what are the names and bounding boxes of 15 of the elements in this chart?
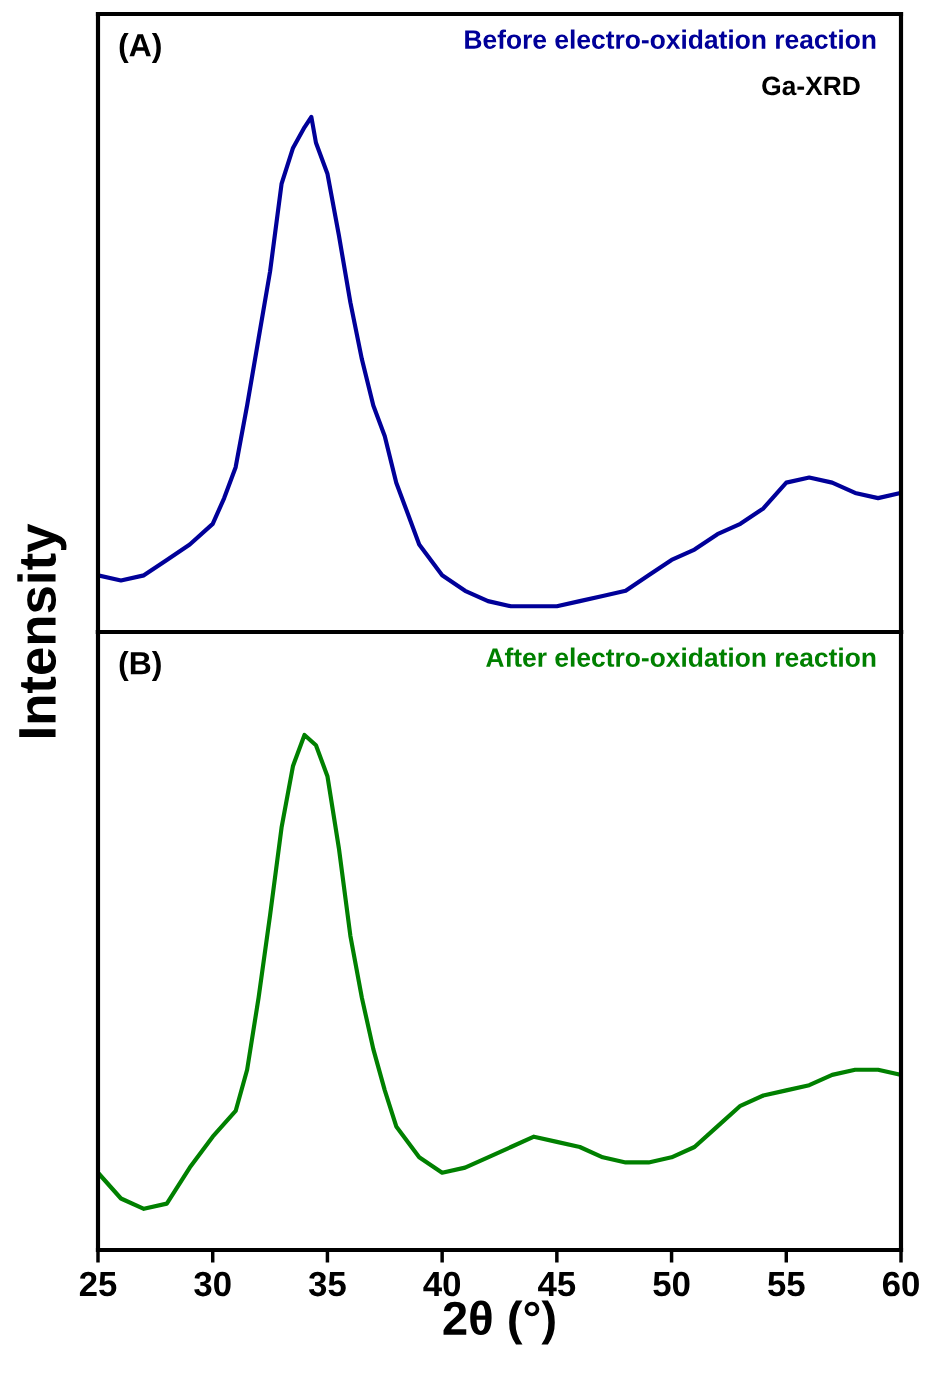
x-tick-label: 35	[308, 1271, 346, 1297]
x-axis-title: 2θ (°)	[443, 1300, 555, 1345]
text: After electro-oxidation reaction	[486, 647, 876, 667]
x-tick-label: 25	[79, 1271, 117, 1297]
x-tick-label: 40	[423, 1271, 461, 1297]
x-tick-label: 50	[653, 1271, 690, 1297]
x-tick-label: 55	[768, 1272, 805, 1297]
x-tick-label: 60	[882, 1271, 919, 1297]
x-tick-label: 30	[194, 1271, 231, 1297]
y-axis-title: Intensity	[17, 523, 67, 737]
text: (B)	[119, 651, 161, 681]
text: (A)	[119, 33, 161, 63]
text: Before electro-oxidation reaction	[465, 29, 876, 49]
x-tick-label: 45	[538, 1272, 576, 1297]
text: Ga-XRD	[762, 76, 860, 96]
